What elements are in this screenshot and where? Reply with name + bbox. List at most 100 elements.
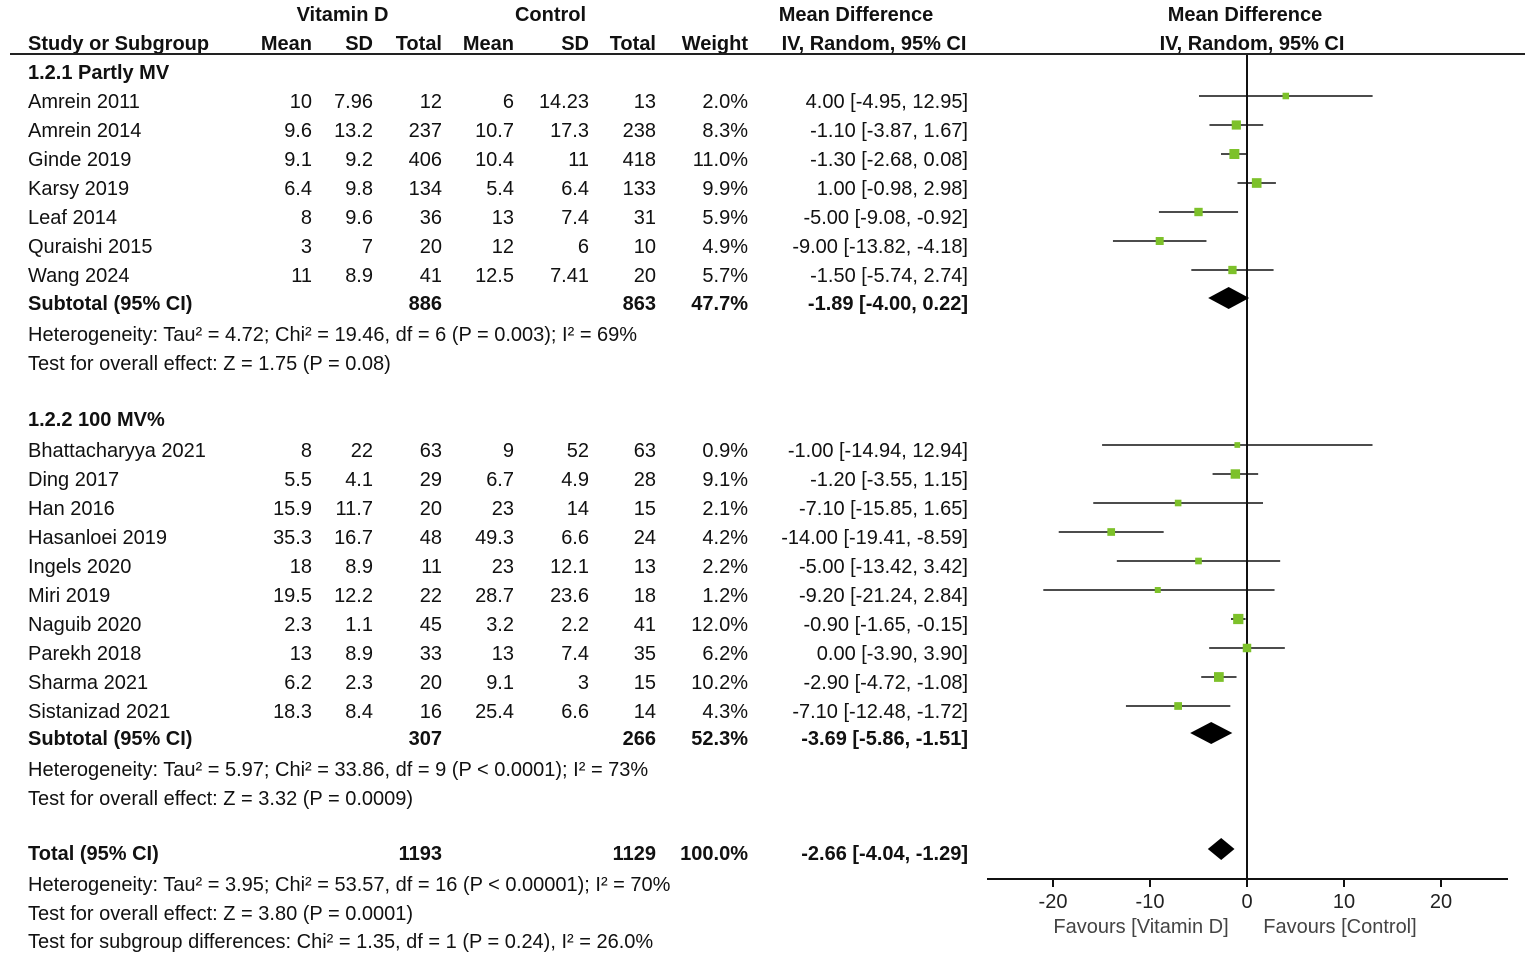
study-name-cell: Han 2016	[28, 498, 115, 520]
study-ci-cell: -2.90 [-4.72, -1.08]	[803, 672, 968, 694]
study-point-marker	[1213, 672, 1224, 682]
study-name-cell: Wang 2024	[28, 265, 130, 287]
study-sd1-cell: 9.6	[345, 207, 373, 229]
study-m2-cell: 49.3	[475, 527, 514, 549]
sd1-column-header: SD	[345, 33, 373, 55]
study-point-marker	[1233, 613, 1244, 625]
study-sd1-cell: 16.7	[334, 527, 373, 549]
study-n1-cell: 45	[419, 614, 442, 636]
study-m1-cell: 2.3	[284, 614, 312, 636]
study-n2-cell: 15	[633, 498, 656, 520]
study-sd1-cell: 22	[350, 440, 373, 462]
subtotal-label: Subtotal (95% CI)	[28, 728, 193, 750]
total-weight: 100.0%	[680, 843, 748, 865]
study-n2-cell: 14	[633, 701, 656, 723]
study-name-cell: Quraishi 2015	[28, 236, 153, 258]
study-point-marker	[1231, 120, 1241, 130]
study-name-cell: Leaf 2014	[28, 207, 117, 229]
study-m2-cell: 9	[502, 440, 514, 462]
study-point-marker	[1228, 265, 1237, 275]
study-weight-cell: 9.9%	[702, 178, 748, 200]
study-point-marker	[1234, 442, 1241, 448]
study-n1-cell: 16	[419, 701, 442, 723]
study-n1-cell: 11	[421, 556, 442, 578]
study-name-cell: Naguib 2020	[28, 614, 142, 636]
x-axis-tick-label: 0	[1241, 891, 1252, 913]
study-name-cell: Karsy 2019	[28, 178, 130, 200]
pooled-estimate-diamond	[1208, 287, 1250, 309]
study-n2-cell: 133	[622, 178, 656, 200]
subgroup-label: 1.2.1 Partly MV	[28, 62, 170, 84]
study-n2-cell: 31	[633, 207, 656, 229]
subtotal-n2: 266	[622, 728, 656, 750]
study-sd2-cell: 23.6	[550, 585, 589, 607]
total-heterogeneity-text: Heterogeneity: Tau² = 3.95; Chi² = 53.57…	[28, 874, 671, 896]
study-point-marker	[1155, 237, 1164, 245]
study-sd2-cell: 4.9	[561, 469, 589, 491]
study-name-cell: Ingels 2020	[28, 556, 132, 578]
study-m2-cell: 10.7	[475, 120, 514, 142]
study-ci-cell: -1.00 [-14.94, 12.94]	[787, 440, 968, 462]
study-m1-cell: 6.4	[284, 178, 312, 200]
study-sd1-cell: 13.2	[334, 120, 373, 142]
study-n1-cell: 48	[419, 527, 442, 549]
study-n1-cell: 41	[419, 265, 442, 287]
x-axis-tick-label: -10	[1136, 891, 1165, 913]
study-sd2-cell: 11	[568, 149, 589, 171]
md-column-subheader: IV, Random, 95% CI	[781, 33, 967, 55]
study-m1-cell: 8	[300, 440, 312, 462]
study-m1-cell: 3	[300, 236, 312, 258]
study-ci-cell: 1.00 [-0.98, 2.98]	[816, 178, 968, 200]
study-ci-cell: -9.20 [-21.24, 2.84]	[798, 585, 968, 607]
x-axis-tick-label: 10	[1333, 891, 1355, 913]
overall-effect-text: Test for overall effect: Z = 3.32 (P = 0…	[28, 788, 414, 810]
study-m2-cell: 10.4	[475, 149, 514, 171]
subtotal-ci: -1.89 [-4.00, 0.22]	[807, 293, 968, 315]
study-m2-cell: 12.5	[475, 265, 514, 287]
total2-column-header: Total	[609, 33, 656, 55]
study-m1-cell: 10	[289, 91, 312, 113]
study-ci-cell: -7.10 [-15.85, 1.65]	[798, 498, 968, 520]
study-weight-cell: 10.2%	[691, 672, 748, 694]
study-point-marker	[1282, 92, 1290, 100]
study-point-marker	[1174, 499, 1182, 507]
study-sd1-cell: 8.9	[345, 265, 373, 287]
study-weight-cell: 8.3%	[702, 120, 748, 142]
study-n1-cell: 12	[419, 91, 442, 113]
study-sd1-cell: 2.3	[345, 672, 373, 694]
study-sd2-cell: 6.4	[561, 178, 589, 200]
total-n2: 1129	[612, 843, 656, 865]
study-m1-cell: 18	[289, 556, 312, 578]
study-m2-cell: 25.4	[475, 701, 514, 723]
study-point-marker	[1107, 528, 1116, 536]
study-sd1-cell: 7.96	[334, 91, 373, 113]
study-n1-cell: 36	[419, 207, 442, 229]
study-sd2-cell: 6.6	[561, 527, 589, 549]
subtotal-n1: 307	[408, 728, 442, 750]
study-point-marker	[1230, 469, 1241, 479]
x-axis-tick-label: 20	[1430, 891, 1452, 913]
study-m2-cell: 3.2	[486, 614, 514, 636]
study-weight-cell: 2.2%	[702, 556, 748, 578]
study-weight-cell: 6.2%	[702, 643, 748, 665]
total1-column-header: Total	[395, 33, 442, 55]
study-weight-cell: 2.1%	[702, 498, 748, 520]
study-m1-cell: 15.9	[273, 498, 312, 520]
study-name-cell: Hasanloei 2019	[28, 527, 167, 549]
study-sd2-cell: 2.2	[561, 614, 589, 636]
subtotal-n1: 886	[408, 293, 442, 315]
study-n2-cell: 238	[622, 120, 656, 142]
favours-control-label: Favours [Control]	[1263, 916, 1416, 938]
study-m2-cell: 13	[491, 207, 514, 229]
subtotal-ci: -3.69 [-5.86, -1.51]	[801, 728, 968, 750]
study-point-marker	[1174, 702, 1182, 710]
study-sd2-cell: 17.3	[550, 120, 589, 142]
study-ci-cell: -1.50 [-5.74, 2.74]	[810, 265, 968, 287]
study-ci-cell: -1.10 [-3.87, 1.67]	[810, 120, 968, 142]
study-sd2-cell: 14.23	[538, 91, 589, 113]
study-sd2-cell: 52	[566, 440, 589, 462]
study-ci-cell: -5.00 [-9.08, -0.92]	[803, 207, 968, 229]
study-n2-cell: 28	[633, 469, 656, 491]
study-m2-cell: 9.1	[486, 672, 514, 694]
